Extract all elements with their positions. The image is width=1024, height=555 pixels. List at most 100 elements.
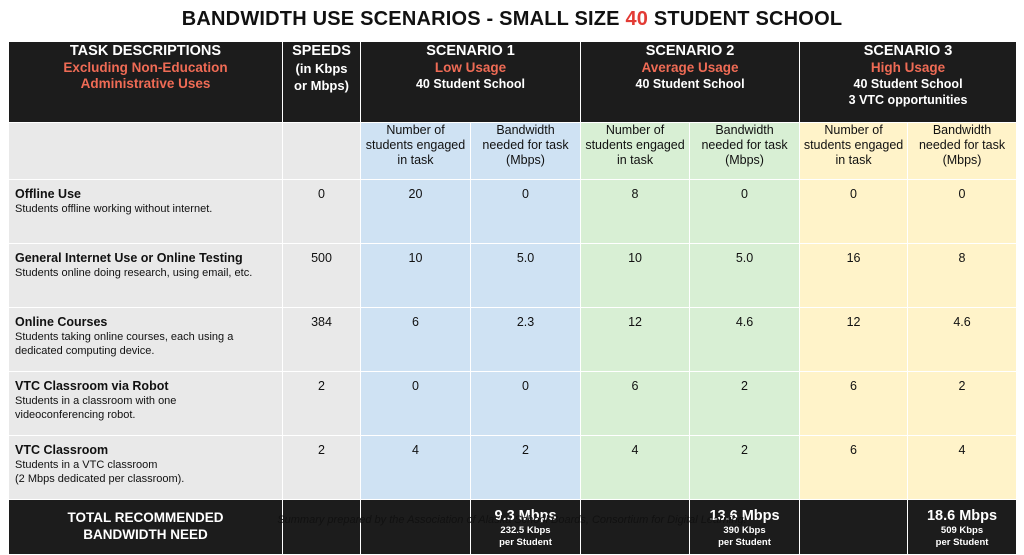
s2-bandwidth-cell: 5.0 (689, 243, 801, 308)
task-desc: Students online doing research, using em… (15, 267, 253, 279)
scenario-1-title: SCENARIO 1 (426, 43, 515, 59)
header-scenario-3: SCENARIO 3 High Usage 40 Student School … (799, 41, 1018, 123)
s1-students-cell: 20 (360, 179, 471, 244)
task-name: General Internet Use or Online Testing (15, 251, 243, 265)
subheader-line: students engaged (803, 138, 904, 152)
total-s3-per: per Student (935, 537, 989, 548)
speed-cell: 2 (282, 371, 361, 436)
task-name: VTC Classroom via Robot (15, 379, 169, 393)
scenario-1-school: 40 Student School (415, 77, 526, 91)
s1-bandwidth-cell: 0 (469, 179, 582, 244)
table-row: VTC Classroom via Robot Students in a cla… (8, 371, 1018, 436)
s3-bandwidth-cell: 8 (907, 243, 1018, 308)
table-row: General Internet Use or Online Testing St… (8, 243, 1018, 308)
header-task-sub1: Excluding Non-Education (63, 60, 228, 75)
title-prefix: BANDWIDTH USE SCENARIOS - SMALL SIZE (181, 8, 626, 30)
s3-students-cell: 6 (799, 435, 909, 500)
subheader-line: students engaged (365, 138, 466, 152)
task-name: VTC Classroom (15, 443, 109, 457)
task-desc: (2 Mbps dedicated per classroom). (15, 473, 185, 485)
subheader-empty-speed (282, 122, 361, 180)
subheader-s2-bandwidth: Bandwidth needed for task (Mbps) (689, 122, 801, 180)
speed-cell: 500 (282, 243, 361, 308)
total-s2: 13.6 Mbps 390 Kbps per Student (689, 499, 801, 555)
header-task-title: TASK DESCRIPTIONS (69, 43, 222, 59)
task-name: Online Courses (15, 315, 108, 329)
total-s1-mbps: 9.3 Mbps (494, 508, 557, 524)
speed-cell: 2 (282, 435, 361, 500)
s3-bandwidth-cell: 4 (907, 435, 1018, 500)
total-label-line1: TOTAL RECOMMENDED (67, 510, 224, 525)
s2-bandwidth-cell: 2 (689, 435, 801, 500)
table-row: Online Courses Students taking online cou… (8, 307, 1018, 372)
s3-bandwidth-cell: 0 (907, 179, 1018, 244)
subheader-s2-students: Number of students engaged in task (580, 122, 691, 180)
s2-students-cell: 12 (580, 307, 691, 372)
header-speeds: SPEEDS (in Kbps or Mbps) (282, 41, 361, 123)
subheader-line: Bandwidth (496, 123, 555, 137)
total-empty-s3 (799, 499, 909, 555)
scenario-1-usage: Low Usage (434, 60, 507, 75)
total-row: TOTAL RECOMMENDED BANDWIDTH NEED 9.3 Mbps… (8, 499, 1018, 555)
header-scenario-1: SCENARIO 1 Low Usage 40 Student School (359, 41, 582, 123)
scenario-3-extra: 3 VTC opportunities (848, 93, 968, 107)
task-cell: Offline Use Students offline working with… (8, 179, 283, 244)
s2-bandwidth-cell: 0 (689, 179, 801, 244)
task-desc: Students taking online courses, each usi… (15, 331, 234, 343)
s3-students-cell: 12 (799, 307, 909, 372)
task-desc: videoconferencing robot. (15, 409, 136, 421)
s3-bandwidth-cell: 2 (907, 371, 1018, 436)
task-desc: Students in a VTC classroom (15, 459, 158, 471)
bandwidth-table: TASK DESCRIPTIONS Excluding Non-Educatio… (8, 41, 1018, 555)
s2-students-cell: 6 (580, 371, 691, 436)
header-row: TASK DESCRIPTIONS Excluding Non-Educatio… (8, 41, 1018, 123)
subheader-line: students engaged (585, 138, 685, 152)
s2-bandwidth-cell: 4.6 (689, 307, 801, 372)
title-highlight: 40 (625, 8, 649, 30)
total-empty-speed (282, 499, 361, 555)
scenario-3-school: 40 Student School (853, 77, 963, 91)
header-task: TASK DESCRIPTIONS Excluding Non-Educatio… (8, 41, 283, 123)
subheader-line: Number of (605, 123, 665, 137)
speed-cell: 384 (282, 307, 361, 372)
subheader-s1-bandwidth: Bandwidth needed for task (Mbps) (469, 122, 582, 180)
header-scenario-2: SCENARIO 2 Average Usage 40 Student Scho… (580, 41, 801, 123)
subheader-line: needed for task (701, 138, 788, 152)
total-s1: 9.3 Mbps 232.5 Kbps per Student (469, 499, 582, 555)
s2-students-cell: 4 (580, 435, 691, 500)
table-row: Offline Use Students offline working with… (8, 179, 1018, 244)
subheader-line: (Mbps) (506, 153, 545, 167)
s1-bandwidth-cell: 5.0 (469, 243, 582, 308)
s2-students-cell: 8 (580, 179, 691, 244)
table-row: VTC Classroom Students in a VTC classroom… (8, 435, 1018, 500)
subheader-line: (Mbps) (725, 153, 764, 167)
subheader-line: in task (835, 153, 872, 167)
total-s1-kbps: 232.5 Kbps (500, 525, 551, 536)
s3-bandwidth-cell: 4.6 (907, 307, 1018, 372)
subheader-s3-students: Number of students engaged in task (799, 122, 909, 180)
title-suffix: STUDENT SCHOOL (648, 8, 843, 30)
task-cell: VTC Classroom Students in a VTC classroom… (8, 435, 283, 500)
subheader-s3-bandwidth: Bandwidth needed for task (Mbps) (907, 122, 1018, 180)
subheader-row: Number of students engaged in task Bandwid… (8, 122, 1018, 180)
speed-cell: 0 (282, 179, 361, 244)
scenario-2-school: 40 Student School (635, 77, 745, 91)
s1-bandwidth-cell: 2.3 (469, 307, 582, 372)
s1-students-cell: 4 (360, 435, 471, 500)
s2-students-cell: 10 (580, 243, 691, 308)
s3-students-cell: 16 (799, 243, 909, 308)
task-desc: Students offline working without interne… (15, 203, 213, 215)
scenario-3-usage: High Usage (870, 60, 946, 75)
total-empty-s2 (580, 499, 691, 555)
total-label-line2: BANDWIDTH NEED (83, 527, 208, 542)
s1-students-cell: 10 (360, 243, 471, 308)
s3-students-cell: 6 (799, 371, 909, 436)
subheader-line: in task (616, 153, 654, 167)
subheader-line: (Mbps) (942, 153, 982, 167)
total-s2-mbps: 13.6 Mbps (709, 508, 780, 524)
s1-bandwidth-cell: 0 (469, 371, 582, 436)
header-speeds-line2: (in Kbps (295, 61, 348, 76)
task-name: Offline Use (15, 187, 81, 201)
task-desc: Students in a classroom with one (15, 395, 177, 407)
s3-students-cell: 0 (799, 179, 909, 244)
